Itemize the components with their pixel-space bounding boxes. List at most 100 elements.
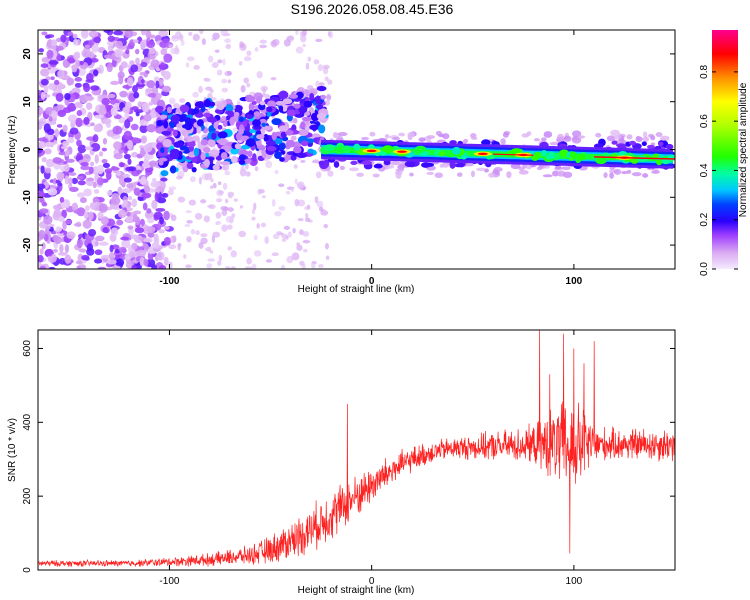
spectrogram-blob <box>243 159 252 164</box>
spectrogram-blob <box>279 157 285 162</box>
spectrogram-blob <box>50 39 57 48</box>
spectrogram-blob <box>52 234 59 242</box>
spectrogram-blob <box>136 249 147 257</box>
spectrogram-blob <box>291 252 300 261</box>
spectrogram-blob <box>185 264 192 269</box>
spectrogram-blob <box>324 76 329 82</box>
spectrogram-blob <box>280 131 287 139</box>
spectrogram-blob <box>285 139 296 148</box>
spectrogram-blob <box>373 163 383 169</box>
spectrogram-blob <box>97 211 104 220</box>
spectrogram-ylabel: Frequency (Hz) <box>7 116 18 185</box>
spectrogram-blob <box>506 171 512 179</box>
spectrogram-blob <box>140 61 148 68</box>
spectrogram-blob <box>73 52 80 61</box>
spectrogram-blob <box>71 87 81 95</box>
spectrogram-blob <box>179 104 190 113</box>
spectrogram-blob <box>96 164 104 175</box>
spectrogram-blob <box>246 82 251 88</box>
spectrogram-blob <box>143 157 149 167</box>
carrier-knot <box>595 156 607 165</box>
spectrogram-blob <box>193 147 200 157</box>
spectrogram-blob <box>60 34 67 43</box>
spectrogram-blob <box>142 202 148 211</box>
spectrogram-blob <box>64 175 70 185</box>
spectrogram-blob <box>44 34 51 39</box>
spectrogram-blob <box>189 176 196 183</box>
spectrogram-blob <box>39 248 44 255</box>
spectrogram-blob <box>146 208 152 214</box>
spectrogram-blob <box>263 133 269 142</box>
spectrogram-blob <box>62 124 68 133</box>
spectrogram-blob <box>577 135 586 139</box>
spectrogram-blob <box>136 83 145 88</box>
spectrogram-blob <box>224 38 232 44</box>
spectrogram-blob <box>129 60 135 66</box>
spectrogram-blob <box>195 229 200 236</box>
spectrogram-blob <box>609 172 614 179</box>
spectrogram-blob <box>642 136 649 142</box>
spectrogram-blob <box>208 55 214 63</box>
spectrogram-blob <box>94 258 103 264</box>
spectrogram-blob <box>309 92 315 102</box>
spectrogram-blob <box>98 151 104 157</box>
spectrogram-blob <box>169 165 177 174</box>
spectrogram-blob <box>38 229 46 240</box>
spectrogram-blob <box>46 249 53 257</box>
spectrogram-blob <box>76 239 83 249</box>
spectrogram-blob <box>603 172 608 179</box>
spectrogram-blob <box>173 102 180 109</box>
spectrogram-blob <box>302 230 310 237</box>
spectrogram-blob <box>253 234 258 241</box>
spectrogram-blob <box>148 34 156 39</box>
spectrogram-blob <box>90 85 100 91</box>
spectrogram-blob <box>245 171 252 177</box>
spectrogram-blob <box>43 84 49 94</box>
spectrogram-blob <box>56 104 64 110</box>
spectrogram-blob <box>110 167 120 171</box>
colorbar-ticks: 0.0 0.2 0.4 0.6 0.8 <box>699 64 738 276</box>
spectrogram-blob <box>134 109 144 114</box>
spectrogram-blob <box>150 181 161 188</box>
snr-ylabel: SNR (10 * v/v) <box>7 418 18 482</box>
spectrogram-blob <box>434 172 443 179</box>
spectrogram-blob <box>86 177 95 182</box>
spectrogram-blob <box>665 143 674 150</box>
spectrogram-blob <box>611 140 618 145</box>
spectrogram-blob <box>636 135 641 140</box>
colorbar: 0.0 0.2 0.4 0.6 0.8 Normalized spectral ampl… <box>699 30 749 276</box>
spectrogram-blob <box>296 242 301 247</box>
spectrogram-blob <box>198 85 203 93</box>
spectrogram-blob <box>69 186 79 192</box>
spectrogram-blob <box>216 102 225 111</box>
spectrogram-blob <box>253 111 261 117</box>
spectrogram-blob <box>204 247 209 251</box>
spectrogram-blob <box>56 53 62 62</box>
spectrogram-blob <box>300 159 306 163</box>
spectrogram-blob <box>140 30 147 36</box>
spectrogram-blob <box>39 196 45 203</box>
spectrogram-blob <box>526 131 532 136</box>
spectrogram-blob <box>426 135 436 139</box>
spectrogram-blob <box>278 183 285 188</box>
snr-frame <box>37 329 676 571</box>
spectrogram-blob <box>216 198 223 203</box>
spectrogram-blob <box>239 205 243 209</box>
spectrogram-blob <box>502 132 509 138</box>
spectrogram-blob <box>60 201 67 209</box>
spectrogram-blob <box>177 196 186 203</box>
spectrogram-blob <box>85 102 93 110</box>
spectrogram-blob <box>221 87 228 93</box>
spectrogram-blob <box>81 30 89 39</box>
carrier-knot <box>333 146 345 154</box>
spectrogram-blob <box>132 39 139 44</box>
spectrogram-blob <box>123 177 132 183</box>
spectrogram-blob <box>131 198 138 208</box>
spectrogram-blob <box>102 254 111 259</box>
carrier-hotspot-core <box>366 149 377 153</box>
spectrogram-blob <box>64 93 71 101</box>
spectrogram-blob <box>160 177 168 182</box>
spectrogram-blob <box>562 171 573 179</box>
spectrogram-blob <box>80 161 89 167</box>
spectrogram-blob <box>435 130 442 136</box>
